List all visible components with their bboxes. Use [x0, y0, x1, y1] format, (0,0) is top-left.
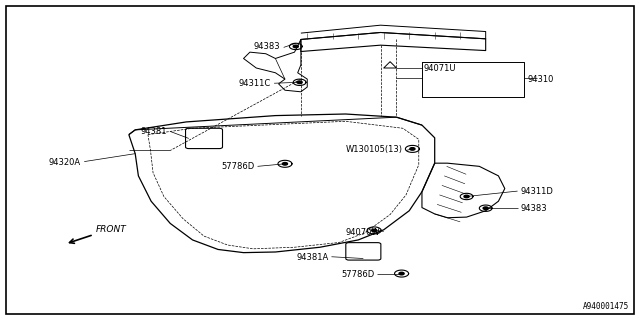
Text: FRONT: FRONT — [96, 225, 127, 234]
Text: W130105(13): W130105(13) — [346, 145, 403, 154]
Text: 94383: 94383 — [254, 42, 280, 51]
Text: 94381: 94381 — [141, 127, 167, 136]
Circle shape — [410, 148, 415, 150]
Text: 94310: 94310 — [527, 75, 554, 84]
Circle shape — [282, 163, 287, 165]
Text: 94383: 94383 — [521, 204, 547, 213]
Circle shape — [399, 272, 404, 275]
Text: 94311C: 94311C — [239, 79, 271, 88]
Circle shape — [293, 45, 298, 48]
Text: 57786D: 57786D — [221, 162, 254, 171]
Text: 94070W: 94070W — [346, 228, 381, 236]
Circle shape — [297, 81, 302, 84]
Text: 57786D: 57786D — [341, 270, 374, 279]
Text: 94381A: 94381A — [296, 253, 328, 262]
Circle shape — [372, 229, 377, 232]
Text: A940001475: A940001475 — [583, 302, 629, 311]
Circle shape — [483, 207, 488, 210]
Text: 94071U: 94071U — [424, 63, 456, 73]
Text: 94311D: 94311D — [521, 187, 554, 196]
Text: 94320A: 94320A — [49, 158, 81, 167]
Circle shape — [464, 195, 469, 198]
